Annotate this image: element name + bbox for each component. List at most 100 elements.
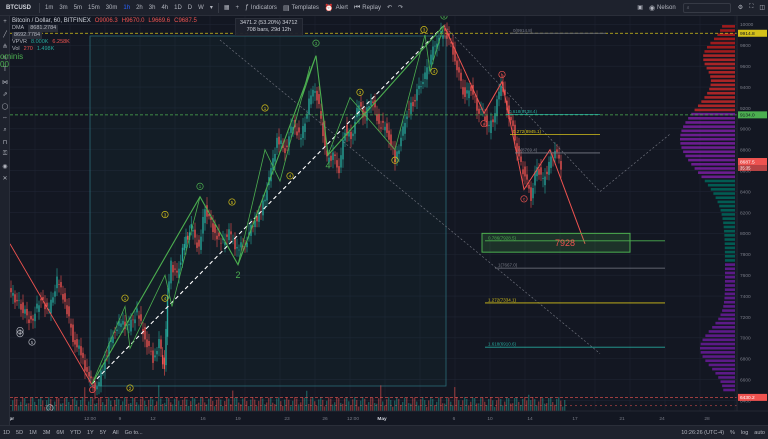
prediction-icon[interactable]: ⇗ (2, 91, 8, 98)
time-tick: 10 (487, 416, 493, 422)
candle-body (114, 332, 116, 333)
candle-body (446, 30, 448, 39)
log-toggle[interactable]: log (740, 429, 749, 436)
text-icon[interactable]: T (3, 67, 7, 73)
undo-button[interactable]: ↶ (386, 5, 393, 11)
interval-W[interactable]: W (198, 4, 204, 11)
pattern-icon[interactable]: ⋈ (2, 79, 8, 86)
candle-body (466, 90, 468, 94)
candle-body (322, 122, 324, 137)
templates-button[interactable]: ▤ Templates (282, 4, 319, 12)
trash-icon[interactable]: ✕ (2, 175, 8, 182)
volume-bar (306, 390, 308, 411)
zoom-icon[interactable]: ⌕ (3, 126, 7, 133)
range-3m[interactable]: 3M (42, 429, 51, 436)
volume-bar (14, 397, 16, 411)
brush-icon[interactable]: ✎ (2, 55, 8, 62)
candle-body (308, 98, 310, 115)
volume-bar (122, 401, 124, 411)
interval-3h[interactable]: 3h (148, 4, 156, 11)
candle-body (136, 308, 138, 313)
shapes-icon[interactable]: ◯ (1, 103, 9, 110)
interval-D[interactable]: D (187, 4, 193, 11)
interval-1h[interactable]: 1h (123, 4, 131, 11)
interval-4h[interactable]: 4h (161, 4, 169, 11)
candle-body (544, 176, 546, 186)
lock-icon[interactable]: ⚿ (2, 150, 8, 157)
volume-bar (106, 398, 108, 411)
alert-button[interactable]: ⏰ Alert (324, 4, 348, 12)
settings-icon[interactable]: ⚙ (737, 5, 744, 11)
volume-bar (544, 403, 546, 411)
interval-2h[interactable]: 2h (136, 4, 143, 11)
price-tick: 8000 (740, 231, 751, 237)
candle-body (152, 350, 154, 363)
candle-body (462, 87, 464, 95)
crosshair-icon[interactable]: + (3, 19, 7, 25)
volume-bar (134, 397, 136, 411)
range-1d[interactable]: 1D (3, 429, 11, 436)
volume-bar (278, 397, 280, 411)
user-menu[interactable]: ◉ Nelson (648, 4, 676, 12)
time-axis[interactable] (10, 411, 768, 425)
goto-button[interactable]: Go to... (124, 429, 143, 436)
layout-icon[interactable]: ▣ (637, 5, 643, 11)
fullscreen-icon[interactable]: ⛶ (749, 4, 754, 10)
candle-body (232, 239, 234, 241)
auto-toggle[interactable]: auto (754, 429, 765, 436)
volume-bar (302, 397, 304, 411)
range-1m[interactable]: 1M (29, 429, 37, 436)
interval-5m[interactable]: 5m (73, 4, 83, 11)
legend-title[interactable]: Bitcoin / Dollar, 60, BITFINEX (12, 18, 91, 24)
percent-toggle[interactable]: % (730, 429, 735, 436)
volume-bar (18, 405, 20, 411)
search-input[interactable]: ⌕ (682, 2, 731, 13)
interval-3m[interactable]: 3m (59, 4, 68, 11)
volume-bar (218, 397, 220, 411)
price-axis-label: 9134.0 (740, 113, 755, 119)
volume-bar (64, 397, 66, 411)
range-ytd[interactable]: YTD (69, 429, 81, 436)
interval-15m[interactable]: 15m (88, 4, 100, 11)
camera-icon[interactable]: ◫ (759, 5, 765, 11)
legend-close: C9687.5 (174, 18, 197, 24)
range-1y[interactable]: 1Y (86, 429, 94, 436)
interval-1D[interactable]: 1D (174, 4, 182, 11)
chart-type-icon[interactable]: ▦ (223, 5, 230, 11)
indicators-button[interactable]: ƒ Indicators (245, 4, 277, 11)
range-all[interactable]: All (112, 429, 119, 436)
price-chart[interactable]: 0(9914.8) 0.618(9138.4) 0.272(8945.1) 0(876… (10, 16, 768, 425)
volume-profile-bar (702, 355, 735, 358)
candle-body (214, 224, 216, 233)
measure-icon[interactable]: ⇔ (2, 115, 8, 121)
volume-bar (316, 405, 318, 411)
magnet-icon[interactable]: ⊓ (2, 139, 8, 146)
candle-body (304, 123, 306, 133)
volume-bar (350, 405, 352, 411)
price-axis[interactable] (737, 16, 768, 411)
volume-bar (428, 400, 430, 411)
volume-bar (524, 397, 526, 411)
volume-bar (312, 397, 314, 411)
wave-label: 3 (359, 90, 362, 95)
replay-button[interactable]: ⏮ Replay (353, 3, 381, 11)
candle-body (163, 357, 166, 370)
candle-body (412, 102, 414, 107)
trendline-icon[interactable]: ╱ (3, 31, 7, 38)
volume-bar (258, 400, 260, 411)
candle-body (196, 242, 198, 248)
range-6m[interactable]: 6M (56, 429, 64, 436)
redo-button[interactable]: ↷ (398, 5, 404, 11)
symbol-search[interactable]: BTCUSD (6, 4, 31, 11)
pitchfork-icon[interactable]: ⋔ (2, 43, 8, 50)
range-5d[interactable]: 5D (16, 429, 24, 436)
compare-button[interactable]: + (235, 4, 240, 11)
interval-dropdown[interactable]: ▾ (209, 5, 213, 11)
interval-1m[interactable]: 1m (45, 4, 54, 11)
volume-bar (486, 405, 488, 411)
interval-30m[interactable]: 30m (105, 4, 118, 11)
volume-bar (506, 397, 508, 411)
eye-icon[interactable]: ◉ (2, 163, 8, 170)
wave-label: C (89, 385, 96, 395)
range-5y[interactable]: 5Y (99, 429, 107, 436)
